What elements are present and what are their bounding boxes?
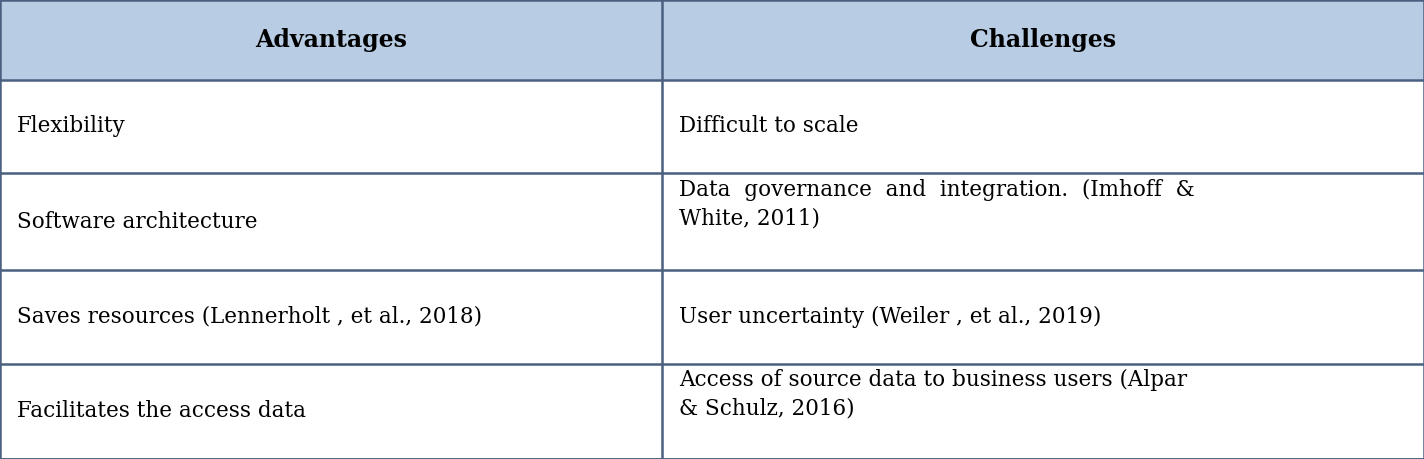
Text: Saves resources (Lennerholt , et al., 2018): Saves resources (Lennerholt , et al., 20… bbox=[17, 306, 483, 328]
Text: Flexibility: Flexibility bbox=[17, 115, 125, 137]
Text: Difficult to scale: Difficult to scale bbox=[679, 115, 859, 137]
Text: Challenges: Challenges bbox=[970, 28, 1116, 52]
Bar bbox=[0, 79, 662, 173]
Bar bbox=[662, 270, 1424, 364]
Text: Access of source data to business users (Alpar
& Schulz, 2016): Access of source data to business users … bbox=[679, 369, 1188, 420]
Bar bbox=[0, 364, 662, 459]
Bar bbox=[662, 79, 1424, 173]
Text: Facilitates the access data: Facilitates the access data bbox=[17, 400, 306, 422]
Bar bbox=[662, 364, 1424, 459]
Text: Software architecture: Software architecture bbox=[17, 211, 258, 233]
Bar bbox=[0, 270, 662, 364]
Bar bbox=[0, 0, 662, 79]
Text: User uncertainty (Weiler , et al., 2019): User uncertainty (Weiler , et al., 2019) bbox=[679, 306, 1102, 328]
Text: Advantages: Advantages bbox=[255, 28, 407, 52]
Bar bbox=[662, 0, 1424, 79]
Text: Data  governance  and  integration.  (Imhoff  &
White, 2011): Data governance and integration. (Imhoff… bbox=[679, 179, 1195, 230]
Bar bbox=[0, 173, 662, 270]
Bar bbox=[662, 173, 1424, 270]
